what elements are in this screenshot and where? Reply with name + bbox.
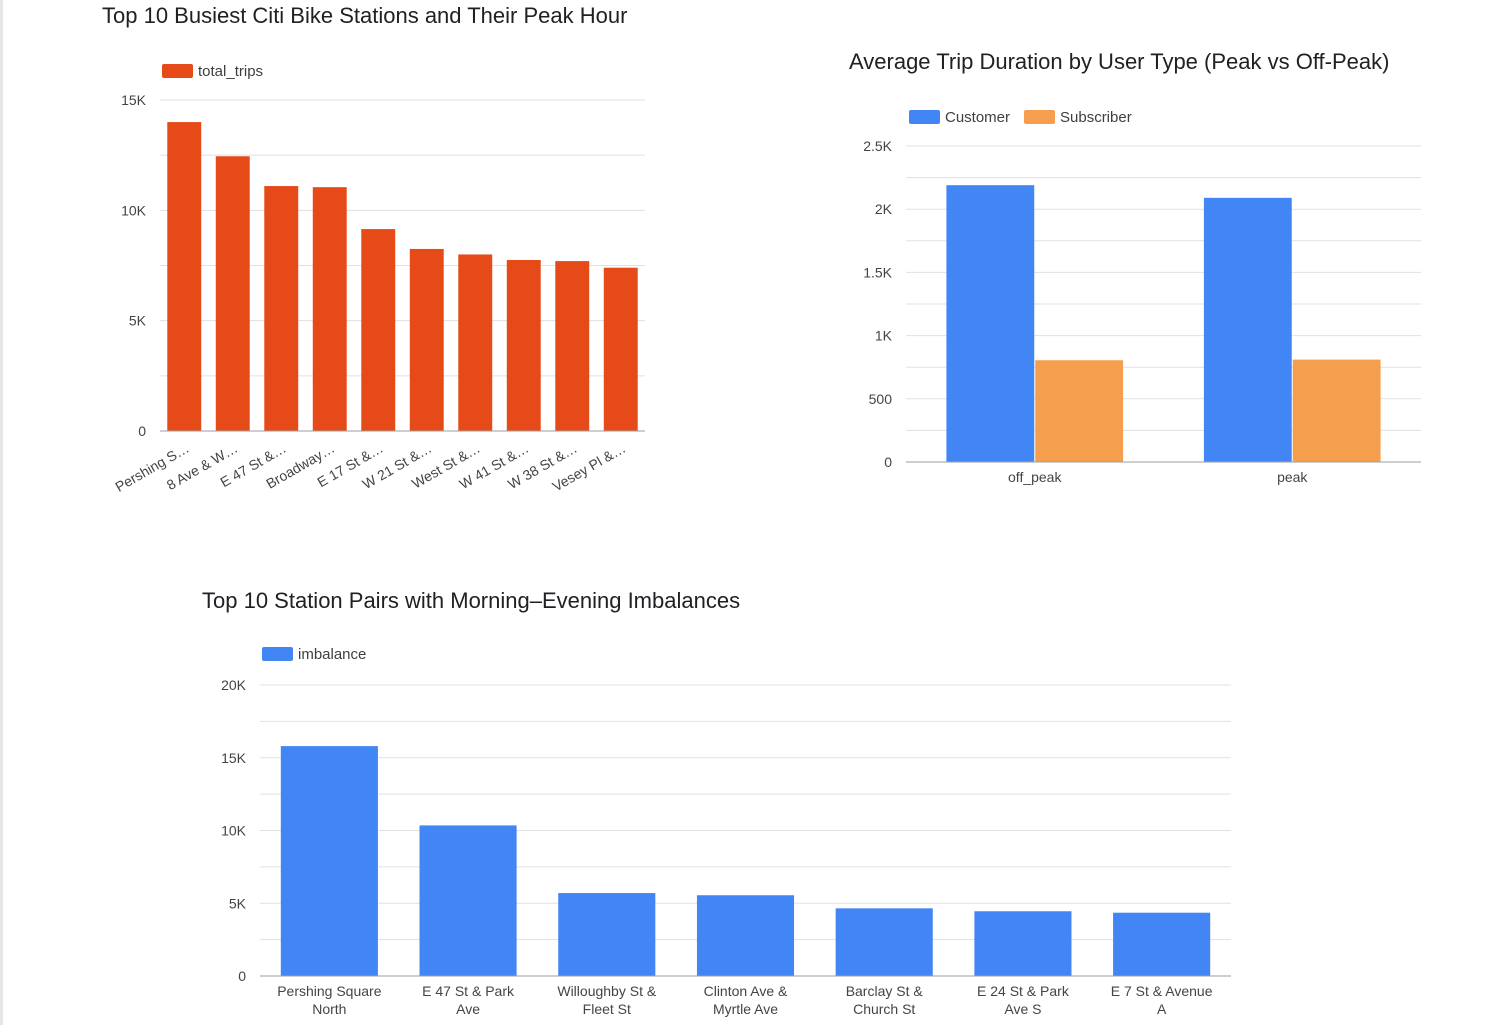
bar[interactable] bbox=[280, 746, 378, 976]
chart-title: Top 10 Station Pairs with Morning–Evenin… bbox=[202, 588, 740, 613]
legend-swatch bbox=[1024, 110, 1055, 124]
y-tick-label: 15K bbox=[121, 92, 147, 108]
bar[interactable] bbox=[558, 893, 656, 976]
chart-duration: Average Trip Duration by User Type (Peak… bbox=[849, 49, 1421, 485]
x-tick-label: Barclay St & Church St bbox=[846, 983, 924, 1017]
x-tick-label-line: Willoughby St & bbox=[557, 983, 656, 999]
x-tick-label: off_peak bbox=[1008, 469, 1062, 485]
y-tick-label: 2K bbox=[875, 201, 893, 217]
y-tick-label: 2.5K bbox=[863, 138, 892, 154]
legend-label: imbalance bbox=[298, 646, 366, 663]
x-tick-label-line: Pershing Square bbox=[277, 983, 382, 999]
y-tick-label: 20K bbox=[221, 677, 247, 693]
bar[interactable] bbox=[506, 259, 541, 431]
bar[interactable] bbox=[1035, 360, 1124, 462]
x-tick-label-line: Barclay St & bbox=[846, 983, 924, 999]
bar[interactable] bbox=[215, 156, 250, 431]
y-tick-label: 500 bbox=[869, 391, 893, 407]
x-tick-label: E 24 St & Park Ave S bbox=[977, 983, 1070, 1017]
y-tick-label: 5K bbox=[229, 895, 247, 911]
y-tick-label: 1.5K bbox=[863, 264, 892, 280]
bar[interactable] bbox=[458, 254, 493, 431]
bar[interactable] bbox=[555, 261, 590, 431]
legend-label: Customer bbox=[945, 109, 1010, 126]
x-tick-label-line: North bbox=[312, 1001, 346, 1017]
x-tick-label: peak bbox=[1277, 469, 1308, 485]
x-tick-label: Pershing Square North bbox=[277, 983, 382, 1017]
legend-swatch bbox=[909, 110, 940, 124]
legend-swatch bbox=[262, 647, 293, 661]
chart-title: Top 10 Busiest Citi Bike Stations and Th… bbox=[102, 3, 627, 28]
bar[interactable] bbox=[974, 911, 1072, 976]
x-tick-label: Willoughby St & Fleet St bbox=[557, 983, 656, 1017]
y-tick-label: 0 bbox=[138, 423, 146, 439]
x-tick-label-line: Ave S bbox=[1004, 1001, 1041, 1017]
bar[interactable] bbox=[696, 895, 795, 976]
bar[interactable] bbox=[312, 187, 347, 431]
chart-title: Average Trip Duration by User Type (Peak… bbox=[849, 49, 1389, 74]
legend-label: Subscriber bbox=[1060, 109, 1132, 126]
bar[interactable] bbox=[419, 825, 517, 976]
legend-item[interactable]: imbalance bbox=[262, 646, 366, 663]
x-tick-label-line: Church St bbox=[853, 1001, 915, 1017]
bar[interactable] bbox=[1113, 912, 1211, 976]
y-tick-label: 0 bbox=[238, 968, 246, 984]
legend-item[interactable]: Customer bbox=[909, 109, 1010, 126]
bar[interactable] bbox=[264, 186, 299, 431]
y-tick-label: 10K bbox=[221, 823, 247, 839]
y-tick-label: 15K bbox=[221, 750, 247, 766]
y-tick-label: 10K bbox=[121, 202, 147, 218]
y-tick-label: 1K bbox=[875, 328, 893, 344]
bar[interactable] bbox=[603, 267, 638, 431]
chart-busiest: Top 10 Busiest Citi Bike Stations and Th… bbox=[102, 3, 645, 495]
legend-item[interactable]: Subscriber bbox=[1024, 109, 1132, 126]
x-tick-label: E 7 St & Avenue A bbox=[1111, 983, 1213, 1017]
x-tick-label-line: Fleet St bbox=[583, 1001, 631, 1017]
bar[interactable] bbox=[1203, 197, 1292, 462]
legend-item[interactable]: total_trips bbox=[162, 63, 263, 80]
bar[interactable] bbox=[946, 185, 1035, 462]
bar[interactable] bbox=[409, 248, 444, 431]
x-tick-label: Clinton Ave & Myrtle Ave bbox=[704, 983, 788, 1017]
legend-swatch bbox=[162, 64, 193, 78]
x-tick-label-line: E 7 St & Avenue bbox=[1111, 983, 1213, 999]
bar[interactable] bbox=[1292, 359, 1381, 462]
x-tick-label-line: E 24 St & Park bbox=[977, 983, 1070, 999]
bar[interactable] bbox=[361, 229, 396, 431]
x-tick-label-line: E 47 St & Park bbox=[422, 983, 515, 999]
legend-label: total_trips bbox=[198, 63, 263, 80]
x-tick-label: E 47 St & Park Ave bbox=[422, 983, 515, 1017]
y-tick-label: 0 bbox=[884, 454, 892, 470]
x-tick-label-line: Ave bbox=[456, 1001, 480, 1017]
chart-imbalance: Top 10 Station Pairs with Morning–Evenin… bbox=[202, 588, 1231, 1017]
bar[interactable] bbox=[167, 122, 202, 432]
page-left-border bbox=[0, 0, 3, 1025]
x-tick-label-line: A bbox=[1157, 1001, 1167, 1017]
x-tick-label-line: Myrtle Ave bbox=[713, 1001, 778, 1017]
y-tick-label: 5K bbox=[129, 313, 147, 329]
bar[interactable] bbox=[835, 908, 933, 976]
x-tick-label-line: Clinton Ave & bbox=[704, 983, 788, 999]
